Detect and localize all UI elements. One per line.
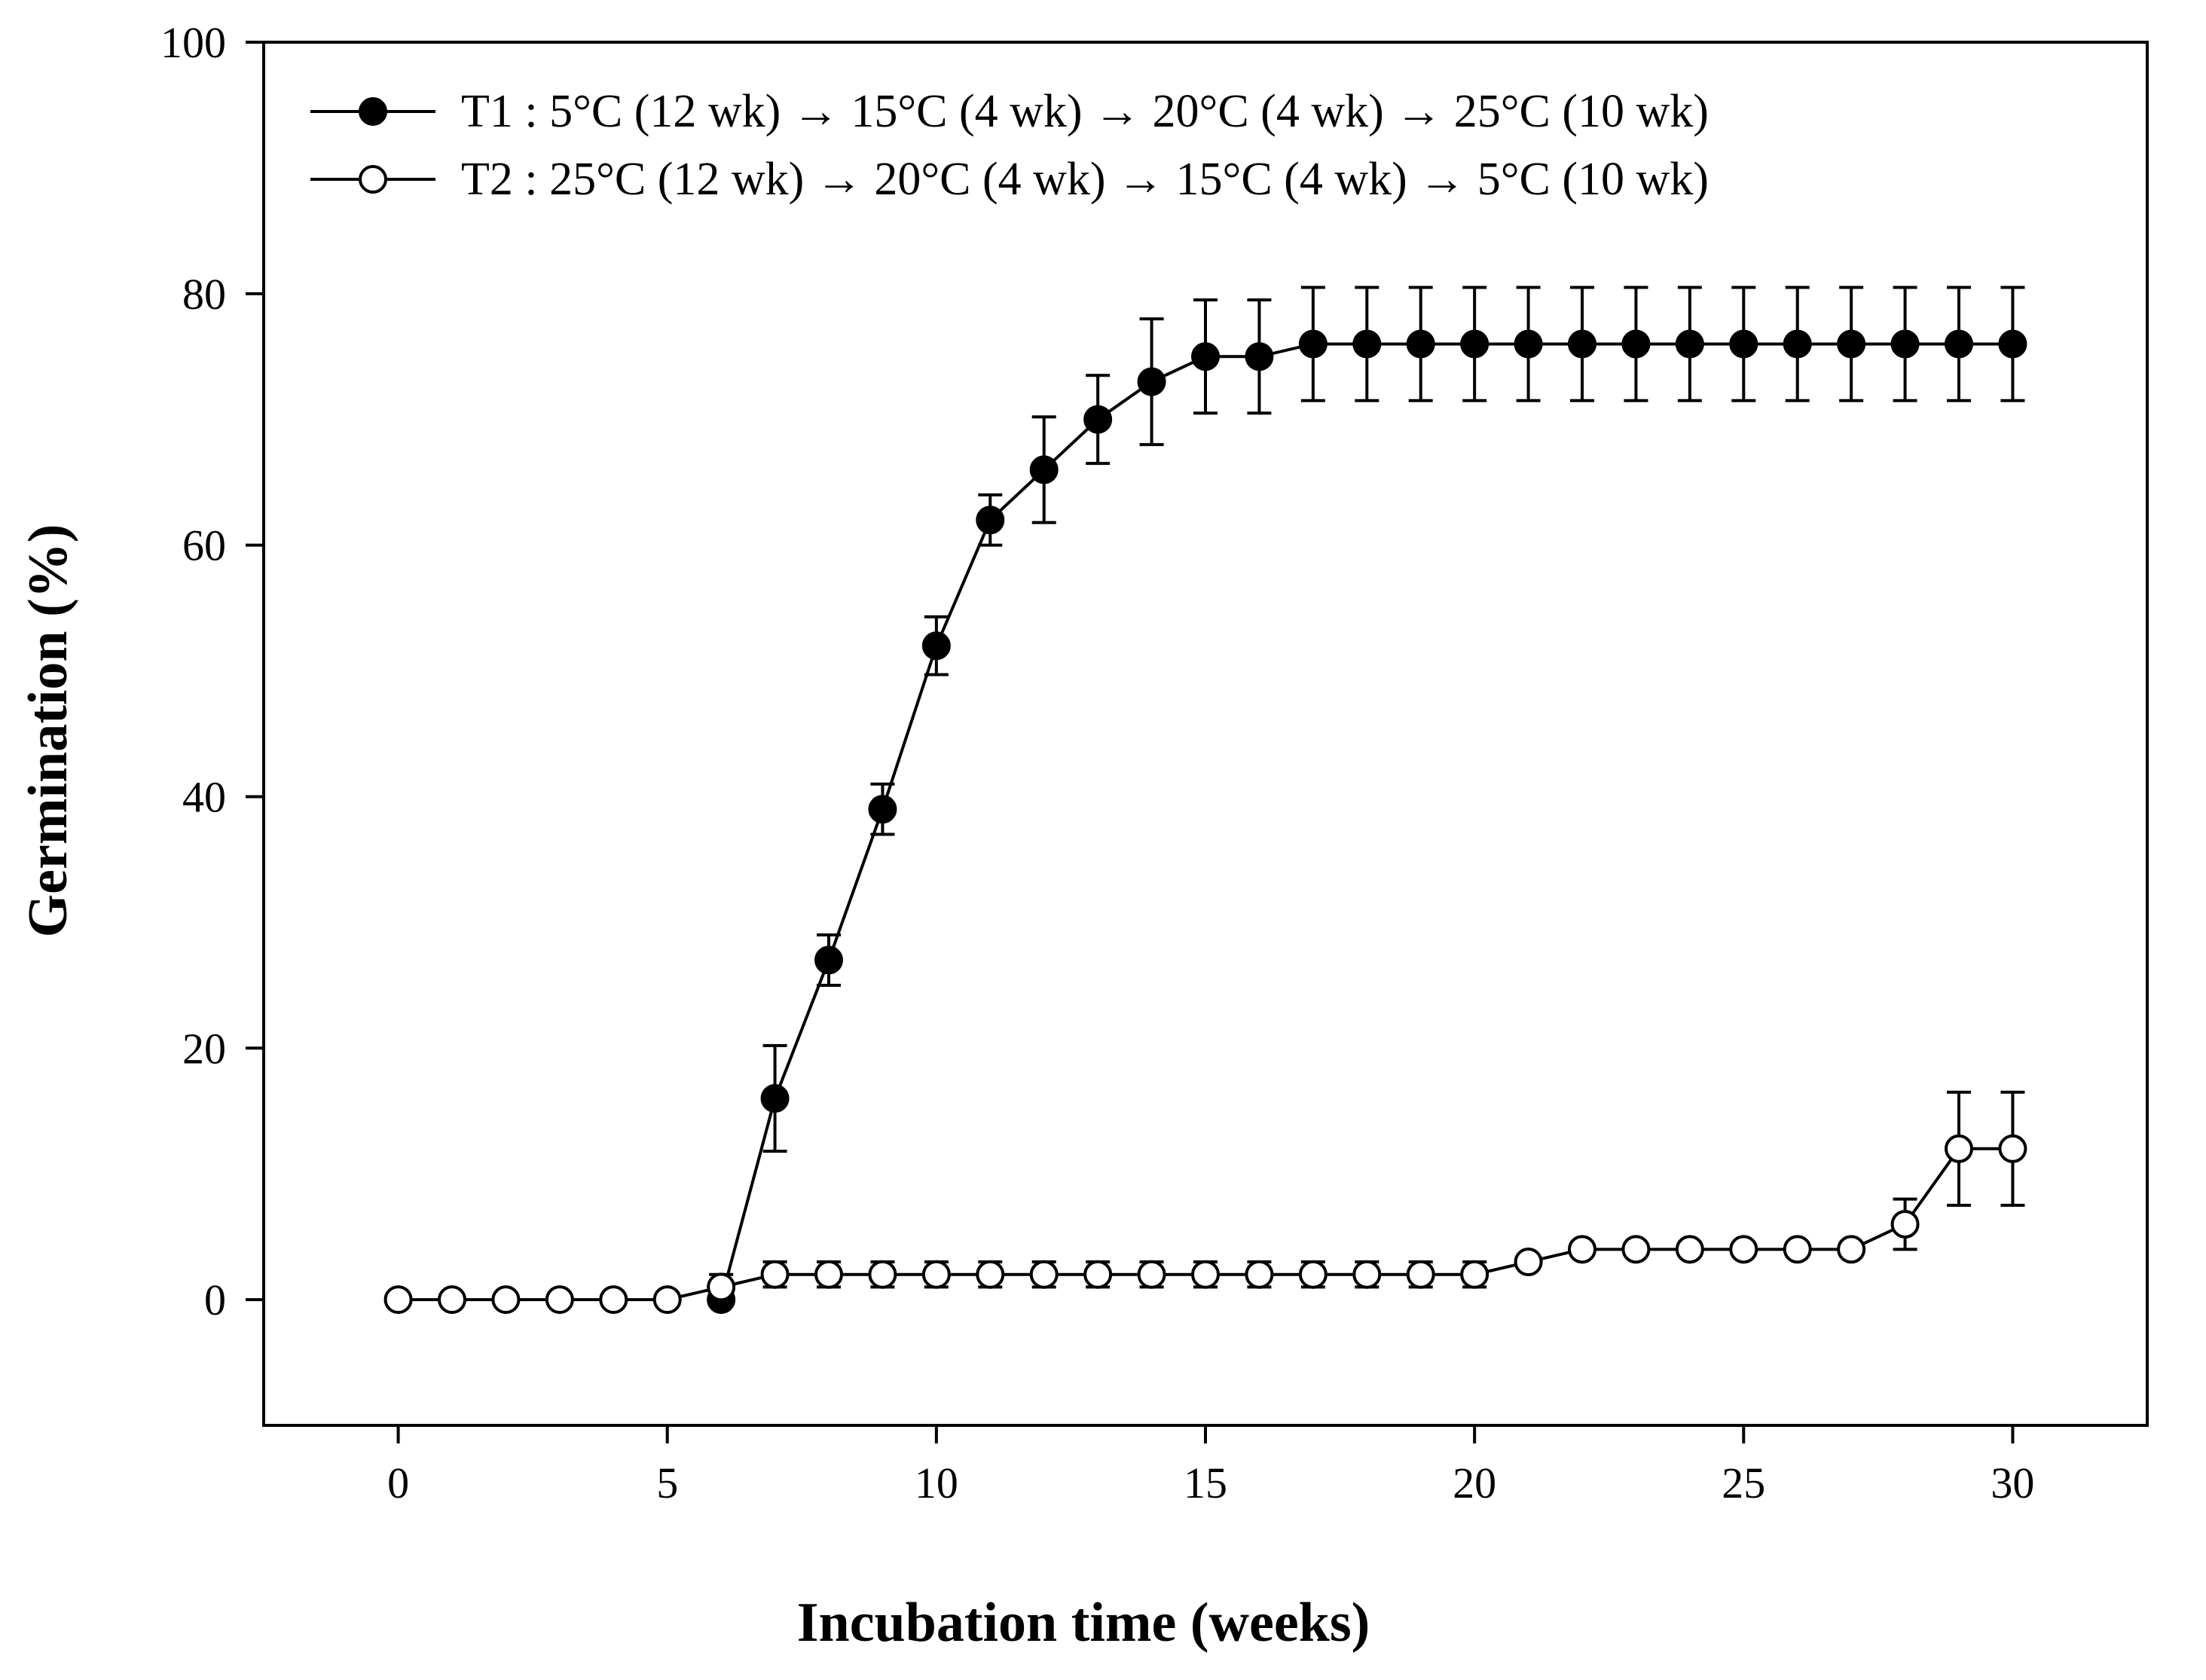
data-point-t2 [1137, 1260, 1166, 1289]
data-point-t2 [1406, 1260, 1435, 1289]
x-tick-label: 5 [656, 1459, 678, 1507]
plot-frame [262, 41, 2149, 1427]
data-point-t1 [1568, 329, 1596, 359]
legend-label-t2: T2 : 25°C (12 wk) → 20°C (4 wk) → 15°C (… [461, 154, 1709, 205]
data-point-t2 [1675, 1235, 1704, 1264]
y-tick-label: 20 [182, 1024, 226, 1073]
data-point-t2 [707, 1272, 736, 1302]
data-point-t2 [1352, 1260, 1382, 1289]
y-axis-title: Germination (%) [17, 524, 79, 938]
data-point-t2 [1245, 1260, 1274, 1289]
data-point-t2 [599, 1285, 628, 1315]
data-point-t1 [976, 506, 1005, 535]
data-point-t2 [1514, 1248, 1543, 1277]
legend-marker-t1 [359, 97, 387, 126]
data-point-t1 [1460, 329, 1490, 359]
series-t1 [707, 286, 2027, 1315]
data-point-t1 [1352, 329, 1382, 359]
data-point-t1 [1675, 329, 1704, 359]
series-t2 [383, 1090, 2027, 1315]
legend-label-t1: T1 : 5°C (12 wk) → 15°C (4 wk) → 20°C (4… [461, 86, 1709, 137]
data-point-t2 [1783, 1235, 1812, 1264]
data-point-t2 [976, 1260, 1005, 1289]
legend: T1 : 5°C (12 wk) → 15°C (4 wk) → 20°C (4… [310, 86, 1709, 205]
y-tick-label: 0 [204, 1275, 226, 1324]
data-point-t2 [1945, 1134, 1973, 1163]
data-point-t2 [1998, 1134, 2027, 1163]
data-point-t2 [921, 1260, 951, 1289]
y-tick-label: 100 [160, 18, 226, 67]
y-axis: 0 20 40 60 80 100 [160, 18, 264, 1324]
data-point-t1 [921, 631, 951, 661]
x-tick-label: 25 [1722, 1459, 1765, 1507]
data-point-t1 [1514, 329, 1543, 359]
data-point-t1 [1998, 329, 2027, 359]
data-point-t1 [1783, 329, 1812, 359]
y-tick-label: 80 [182, 270, 226, 319]
x-tick-label: 20 [1453, 1459, 1496, 1507]
data-point-t2 [1837, 1235, 1866, 1264]
x-tick-label: 30 [1991, 1459, 2034, 1507]
data-point-t1 [1083, 405, 1113, 434]
data-point-t1 [814, 945, 843, 975]
data-point-t2 [491, 1285, 521, 1315]
series-line-t1 [720, 342, 2013, 1300]
data-point-t1 [1298, 329, 1328, 359]
data-point-t1 [868, 795, 897, 824]
data-point-t2 [1729, 1235, 1758, 1264]
data-point-t2 [814, 1260, 843, 1289]
data-point-t2 [383, 1285, 413, 1315]
x-axis: 0 5 10 15 20 25 30 [387, 1425, 2034, 1507]
data-point-t2 [438, 1285, 466, 1315]
x-tick-label: 0 [387, 1459, 409, 1507]
data-point-t1 [1729, 329, 1758, 359]
data-point-t1 [1029, 455, 1059, 484]
data-point-t2 [1029, 1260, 1059, 1289]
data-point-t2 [1191, 1260, 1220, 1289]
y-tick-label: 60 [182, 521, 226, 570]
data-point-t2 [1621, 1235, 1651, 1264]
data-point-t2 [868, 1260, 897, 1289]
data-point-t2 [545, 1285, 574, 1315]
x-axis-title: Incubation time (weeks) [797, 1592, 1370, 1654]
legend-marker-t2 [359, 165, 387, 194]
data-point-t2 [1083, 1260, 1113, 1289]
data-point-t1 [1837, 329, 1866, 359]
data-point-t2 [1298, 1260, 1328, 1289]
series-layer [383, 286, 2027, 1315]
data-point-t2 [1890, 1209, 1920, 1239]
data-point-t1 [1890, 329, 1920, 359]
data-point-t1 [1137, 367, 1166, 396]
data-point-t1 [760, 1084, 790, 1113]
data-point-t2 [652, 1285, 682, 1315]
data-point-t2 [760, 1260, 790, 1289]
data-point-t1 [1191, 342, 1220, 371]
data-point-t1 [1245, 342, 1274, 371]
data-point-t1 [1945, 329, 1973, 359]
data-point-t2 [1568, 1235, 1596, 1264]
x-tick-label: 10 [915, 1459, 958, 1507]
y-tick-label: 40 [182, 772, 226, 821]
data-point-t1 [1621, 329, 1651, 359]
data-point-t1 [1406, 329, 1435, 359]
data-point-t2 [1460, 1260, 1490, 1289]
x-tick-label: 15 [1184, 1459, 1227, 1507]
